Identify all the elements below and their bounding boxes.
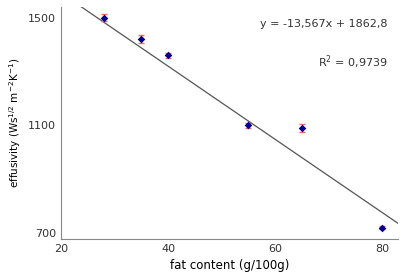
Point xyxy=(138,37,145,42)
Text: R$^2$ = 0,9739: R$^2$ = 0,9739 xyxy=(318,53,388,71)
Point xyxy=(101,16,107,20)
Point xyxy=(379,226,385,230)
Point xyxy=(165,53,171,58)
Point xyxy=(298,126,305,130)
X-axis label: fat content (g/100g): fat content (g/100g) xyxy=(170,259,289,272)
Text: y = -13,567x + 1862,8: y = -13,567x + 1862,8 xyxy=(260,18,388,28)
Y-axis label: effusivity (Ws$^{1/2}$ m$^{-2}$K$^{-1}$): effusivity (Ws$^{1/2}$ m$^{-2}$K$^{-1}$) xyxy=(7,58,23,188)
Point xyxy=(245,123,252,128)
